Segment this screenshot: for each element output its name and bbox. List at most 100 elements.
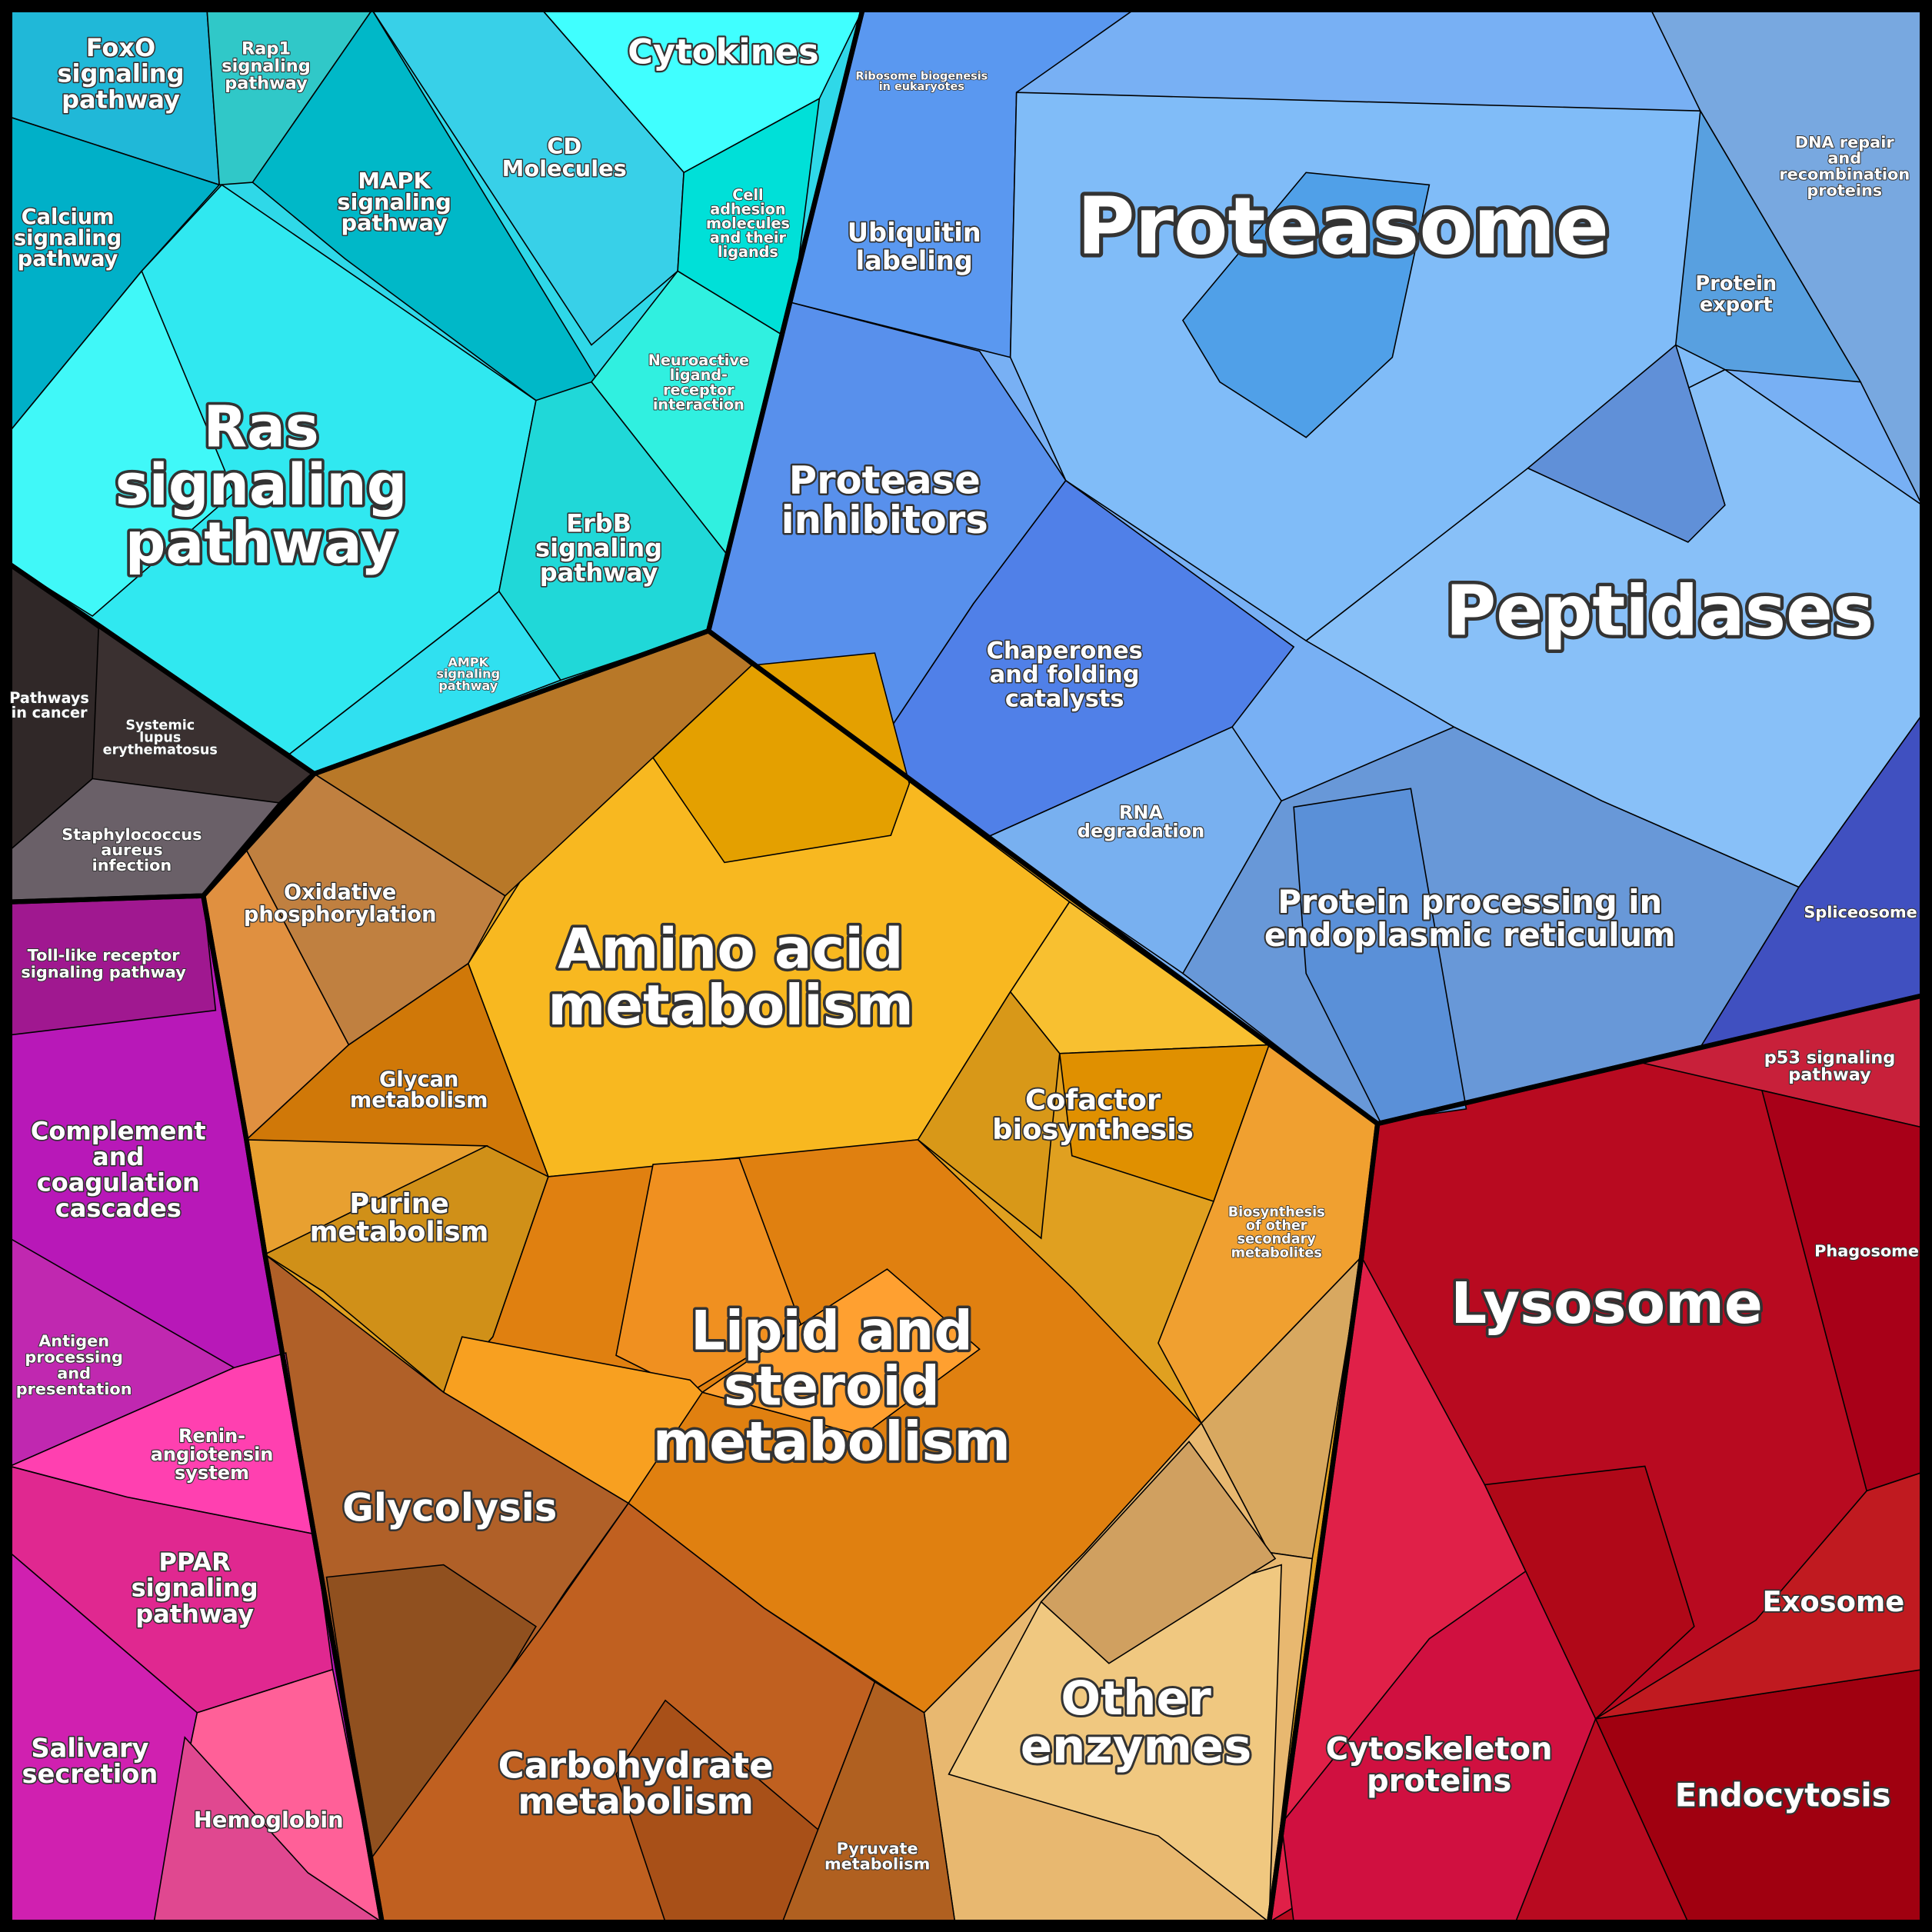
cell-label: degradation (1078, 820, 1204, 841)
cell-label: DNA repair (1795, 133, 1895, 152)
cell-label: and (1827, 149, 1861, 168)
cell-label: Neuroactive (648, 351, 749, 369)
cell-label: Rap1 (242, 39, 291, 59)
cell-label: Ubiquitin (848, 218, 981, 248)
cell-label: CD (547, 133, 581, 159)
cell-label: Cofactor (1025, 1084, 1161, 1117)
cell-label: signaling (337, 188, 451, 215)
cell-label: PPAR (158, 1547, 231, 1577)
cell-label: Pathways (9, 689, 89, 707)
cell-label: in cancer (12, 704, 88, 721)
cell-label: labeling (856, 246, 973, 276)
cell-label: Chaperones (987, 638, 1143, 665)
cell-label: Glycan (379, 1068, 458, 1091)
cell-label: aureus (101, 841, 162, 859)
cell-label: signaling (57, 59, 184, 88)
cell-label: pathway (135, 1599, 254, 1628)
cell-label: ErbB (566, 508, 631, 538)
cell-label: lupus (139, 731, 181, 746)
cell-label: MAPK (358, 168, 431, 194)
cell-label: Glycolysis (342, 1486, 557, 1531)
cell-label: adhesion (710, 201, 785, 218)
cell-label: pathway (1788, 1064, 1871, 1084)
cell-label: signaling (535, 534, 662, 563)
cell-label: coagulation (37, 1168, 200, 1198)
cell-label: processing (25, 1347, 123, 1366)
cell-label: pathway (341, 210, 448, 236)
cell-label: metabolism (310, 1217, 489, 1248)
cell-label: endoplasmic reticulum (1264, 916, 1676, 954)
cell-label: enzymes (1021, 1719, 1252, 1774)
cell-label: Proteasome (1077, 181, 1609, 272)
cell-label: and their (710, 228, 787, 246)
cell-label: Protein (1695, 272, 1777, 295)
cell-label: Amino acid (558, 917, 903, 981)
cell-label: inhibitors (781, 498, 988, 542)
cell (1484, 1465, 1695, 1720)
cell-label: Renin- (178, 1425, 245, 1447)
cell-label: Protease (789, 458, 981, 503)
cell-label: Phagosome (1814, 1242, 1919, 1261)
cell-label: Other (1061, 1671, 1211, 1726)
cell-label: metabolism (653, 1411, 1011, 1474)
cell-label: and (57, 1364, 91, 1382)
cell-label: signaling (132, 1574, 258, 1603)
cell-label: presentation (16, 1380, 132, 1398)
cell (1674, 108, 1862, 383)
cell-label: phosphorylation (244, 903, 437, 927)
cell-label: signaling pathway (21, 963, 186, 981)
cell-label: Biosynthesis (1228, 1204, 1325, 1220)
cell-label: pathway (438, 678, 498, 693)
cell-label: pathway (225, 73, 308, 93)
cell-label: and (92, 1142, 144, 1171)
cell-label: Pyruvate (837, 1840, 918, 1858)
cell-label: proteins (1807, 181, 1882, 199)
cell-label: pathway (125, 511, 398, 576)
cell-label: angiotensin (151, 1444, 274, 1465)
cell (917, 991, 1061, 1240)
cells (8, 8, 1923, 1924)
cell-label: Salivary (31, 1733, 148, 1763)
cell-label: proteins (1367, 1764, 1511, 1799)
cell-label: p53 signaling (1764, 1048, 1896, 1068)
labels: FoxOsignalingpathwayRap1signalingpathway… (8, 29, 1920, 1874)
cell-label: Ras (203, 395, 318, 461)
cell-label: secretion (22, 1759, 158, 1789)
cell-label: signaling (437, 667, 501, 681)
cell-label: molecules (706, 215, 790, 232)
cell-label: Ribosome biogenesis (855, 70, 988, 82)
cell-label: Complement (31, 1116, 206, 1145)
cell-label: metabolism (350, 1089, 488, 1113)
cell-label: receptor (663, 381, 734, 398)
cell-label: Purine (349, 1188, 448, 1220)
cell-label: system (175, 1462, 249, 1484)
cell-label: Antigen (38, 1332, 109, 1351)
cell-label: Toll-like receptor (28, 946, 181, 964)
cell-label: export (1700, 293, 1773, 316)
cell-label: Systemic (125, 718, 195, 734)
cell-label: of other (1246, 1218, 1307, 1234)
cell-label: Staphylococcus (62, 825, 202, 844)
cell-label: ligand- (670, 366, 728, 384)
cell-label: Spliceosome (1804, 903, 1917, 921)
cell-label: Molecules (502, 155, 627, 182)
cell-label: metabolism (824, 1855, 930, 1874)
cell-label: infection (92, 856, 172, 874)
cell-label: and folding (990, 661, 1140, 688)
cell-label: cascades (55, 1194, 182, 1223)
cell-label: AMPK (448, 655, 489, 669)
cell-label: in eukaryotes (879, 81, 964, 93)
cell-label: Oxidative (284, 881, 396, 904)
cell-label: Calcium (22, 205, 115, 229)
cell-label: signaling (115, 453, 408, 518)
cell (615, 1158, 802, 1394)
cell-label: interaction (653, 396, 744, 414)
cell-label: RNA (1119, 801, 1164, 823)
cell-label: pathway (62, 85, 180, 114)
cell-label: pathway (18, 248, 118, 271)
cell (701, 1268, 981, 1437)
cell-label: catalysts (1005, 685, 1124, 712)
cell (1181, 172, 1431, 438)
